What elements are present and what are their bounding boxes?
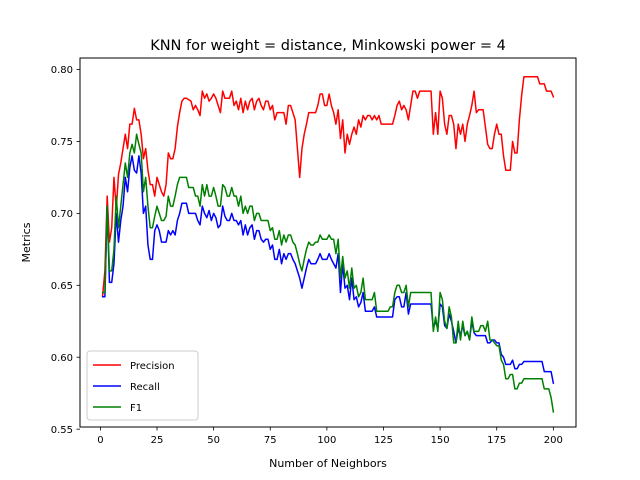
y-tick-label: 0.60: [51, 353, 73, 364]
legend-label-precision: Precision: [130, 361, 175, 372]
legend-label-f1: F1: [130, 403, 142, 414]
x-tick-label: 50: [207, 435, 220, 446]
x-tick-label: 150: [431, 435, 450, 446]
y-tick-label: 0.55: [51, 425, 73, 436]
y-tick-label: 0.70: [51, 209, 73, 220]
plot-series-group: [101, 75, 555, 413]
series-line-precision: [101, 75, 555, 297]
legend: Precision Recall F1: [86, 350, 199, 421]
x-axis-label: Number of Neighbors: [269, 457, 387, 470]
y-tick-label: 0.65: [51, 281, 73, 292]
y-axis-label: Metrics: [20, 222, 33, 262]
x-tick-label: 75: [264, 435, 277, 446]
plot-area-frame: [79, 57, 577, 428]
x-axis-ticks: 0 25 50 75 100 125 150 175 200: [97, 427, 563, 446]
x-tick-label: 125: [374, 435, 393, 446]
x-tick-label: 200: [544, 435, 563, 446]
series-line-f1: [101, 133, 555, 413]
legend-box: [86, 350, 199, 421]
series-line-recall: [101, 155, 555, 385]
x-tick-label: 175: [487, 435, 506, 446]
x-tick-label: 25: [151, 435, 164, 446]
x-tick-label: 0: [97, 435, 103, 446]
y-tick-label: 0.75: [51, 137, 73, 148]
chart-title: KNN for weight = distance, Minkowski pow…: [150, 38, 506, 54]
x-tick-label: 100: [317, 435, 336, 446]
y-axis-ticks: 0.55 0.60 0.65 0.70 0.75 0.80: [51, 65, 80, 436]
legend-label-recall: Recall: [130, 382, 160, 393]
y-tick-label: 0.80: [51, 65, 73, 76]
